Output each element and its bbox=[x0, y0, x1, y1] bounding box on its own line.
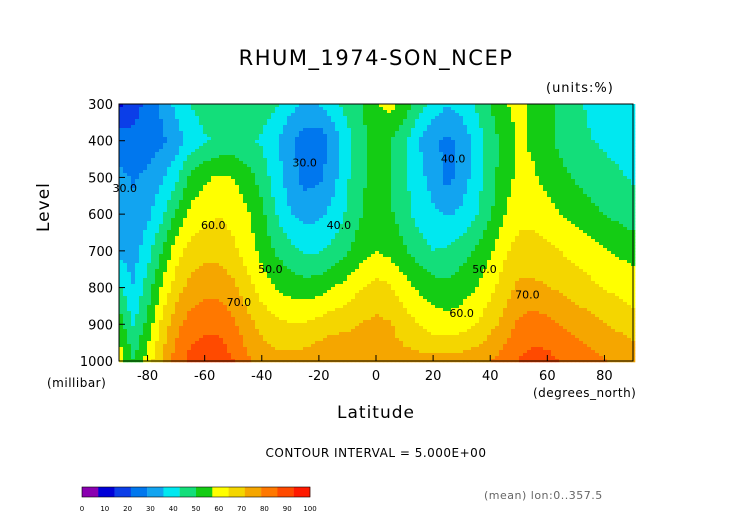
contour-label: 60.0 bbox=[201, 219, 226, 232]
x-tick-label: -80 bbox=[137, 369, 158, 384]
colorbar-tick-label: 100 bbox=[303, 505, 316, 513]
colorbar-tick-label: 40 bbox=[169, 505, 178, 513]
x-tick-label: 60 bbox=[539, 369, 556, 384]
contour-interval-label: CONTOUR INTERVAL = 5.000E+00 bbox=[265, 446, 487, 460]
colorbar-swatch bbox=[98, 487, 115, 497]
colorbar-swatch bbox=[244, 487, 262, 497]
contour-label: 60.0 bbox=[449, 307, 474, 320]
y-tick-label: 300 bbox=[88, 98, 113, 113]
x-tick-label: 40 bbox=[482, 369, 499, 384]
colorbar-tick-label: 60 bbox=[214, 505, 223, 513]
x-tick-label: 0 bbox=[372, 369, 380, 384]
footnote-label: (mean) lon:0..357.5 bbox=[484, 489, 603, 502]
contour-label: 70.0 bbox=[227, 296, 252, 309]
x-axis-unit: (degrees_north) bbox=[533, 386, 637, 400]
contour-label: 30.0 bbox=[292, 156, 317, 169]
colorbar-tick-label: 30 bbox=[146, 505, 155, 513]
y-tick-label: 500 bbox=[88, 171, 113, 186]
contour-label: 70.0 bbox=[515, 289, 540, 302]
colorbar-swatch bbox=[212, 487, 229, 497]
colorbar-swatch bbox=[228, 487, 246, 497]
x-tick-label: -40 bbox=[251, 369, 272, 384]
colorbar-swatch bbox=[163, 487, 180, 497]
colorbar-tick-label: 90 bbox=[283, 505, 292, 513]
y-tick-label: 800 bbox=[88, 282, 113, 297]
colorbar-swatch bbox=[261, 487, 278, 497]
colorbar-swatch bbox=[179, 487, 197, 497]
y-tick-label: 400 bbox=[88, 135, 113, 150]
colorbar-tick-label: 70 bbox=[237, 505, 246, 513]
colorbar-tick-label: 10 bbox=[100, 505, 109, 513]
colorbar-swatch bbox=[114, 487, 132, 497]
colorbar-swatch bbox=[82, 487, 99, 497]
contour-label: 30.0 bbox=[112, 182, 137, 195]
contour-fill bbox=[119, 104, 636, 363]
colorbar-swatch bbox=[147, 487, 164, 497]
colorbar-tick-label: 50 bbox=[192, 505, 201, 513]
colorbar-tick-label: 20 bbox=[123, 505, 132, 513]
colorbar-tick-label: 80 bbox=[260, 505, 269, 513]
contour-label: 50.0 bbox=[258, 263, 283, 276]
y-tick-label: 900 bbox=[88, 318, 113, 333]
chart-title: RHUM_1974-SON_NCEP bbox=[238, 46, 514, 70]
x-tick-label: 80 bbox=[596, 369, 613, 384]
colorbar-swatch bbox=[130, 487, 148, 497]
x-tick-label: 20 bbox=[425, 369, 442, 384]
y-tick-label: 1000 bbox=[80, 355, 113, 370]
colorbar-frame bbox=[81, 486, 311, 498]
colorbar-swatch bbox=[196, 487, 213, 497]
y-axis-unit: (millibar) bbox=[47, 376, 107, 390]
contour-label: 40.0 bbox=[327, 219, 352, 232]
contour-label: 40.0 bbox=[441, 153, 466, 166]
contour-label: 50.0 bbox=[472, 263, 497, 276]
x-tick-label: -60 bbox=[194, 369, 215, 384]
x-axis-label: Latitude bbox=[337, 403, 415, 423]
colorbar-swatch bbox=[277, 487, 294, 497]
y-tick-label: 600 bbox=[88, 208, 113, 223]
colorbar-tick-label: 0 bbox=[80, 505, 84, 513]
units-label: (units:%) bbox=[546, 81, 614, 96]
y-tick-label: 700 bbox=[88, 245, 113, 260]
colorbar-swatch bbox=[293, 487, 311, 497]
x-tick-label: -20 bbox=[308, 369, 329, 384]
